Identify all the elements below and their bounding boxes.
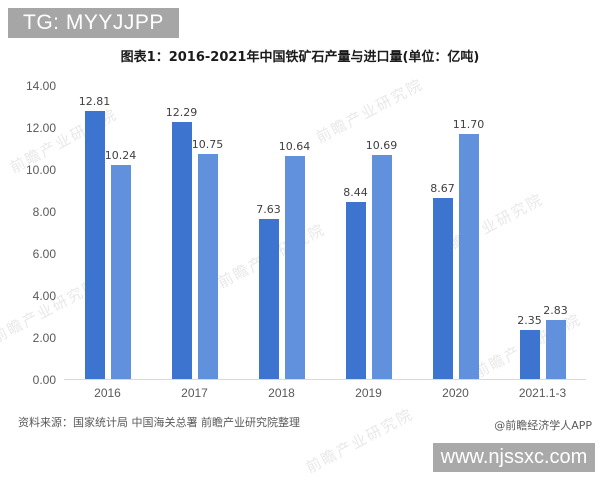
bar-group-2018: 7.63 10.64 2018: [256, 86, 310, 400]
x-tick-label: 2017: [181, 386, 208, 400]
value-label: 12.81: [78, 94, 111, 108]
bar-group-2020: 8.67 11.70 2020: [430, 86, 484, 400]
value-label: 10.75: [191, 138, 224, 152]
bar-production: 2.35: [517, 314, 542, 379]
y-tick-label: 8.00: [32, 205, 56, 219]
chart-title: 图表1：2016-2021年中国铁矿石产量与进口量(单位：亿吨): [120, 50, 480, 65]
bar-import: 10.24: [105, 149, 136, 379]
bar-import: 11.70: [453, 118, 484, 379]
bar-import: 10.69: [366, 139, 397, 379]
channel-badge: TG: MYYJJPP: [8, 8, 179, 38]
y-axis: 14.00 12.00 10.00 8.00 6.00 4.00 2.00 0.00: [18, 79, 56, 387]
value-label: 12.29: [165, 105, 198, 119]
bar-import: 2.83: [543, 304, 568, 379]
bar-chart: 14.00 12.00 10.00 8.00 6.00 4.00 2.00 0.00 12.8…: [18, 76, 588, 408]
value-label: 10.64: [278, 140, 311, 154]
value-label: 2.35: [517, 313, 542, 327]
bar-group-2017: 12.29 10.75 2017: [166, 86, 224, 400]
bar-production: 8.44: [343, 186, 368, 379]
x-tick-label: 2021.1-3: [518, 386, 567, 400]
x-tick-label: 2020: [442, 386, 469, 400]
value-label: 10.69: [365, 139, 398, 153]
bar-production: 8.67: [430, 182, 455, 379]
watermark: 前瞻产业研究院: [302, 405, 417, 477]
y-tick-label: 14.00: [25, 79, 56, 93]
bar-group-2019: 8.44 10.69 2019: [343, 86, 397, 400]
x-tick-label: 2018: [268, 386, 295, 400]
plot-area plot-groups: 12.81 10.24 2016 12.29 10.75 2017 7.63 10.64 201…: [64, 86, 586, 400]
value-label: 2.83: [543, 303, 568, 317]
y-tick-label: 4.00: [32, 289, 56, 303]
website-banner[interactable]: www.njssxc.com: [433, 443, 595, 472]
app-credit: @前瞻经济学人APP: [494, 419, 592, 432]
x-tick-label: 2016: [94, 386, 121, 400]
bar-group-2016: 12.81 10.24 2016: [79, 86, 137, 400]
value-label: 8.44: [343, 186, 368, 200]
y-tick-label: 12.00: [25, 121, 56, 135]
value-label: 11.70: [452, 118, 485, 132]
bar-import: 10.75: [192, 138, 223, 379]
x-tick-label: 2019: [355, 386, 382, 400]
bar-production: 7.63: [256, 203, 281, 379]
bar-group-2021.1-3: 2.35 2.83 2021.1-3: [517, 86, 568, 400]
data-source-note: 资料来源：国家统计局 中国海关总署 前瞻产业研究院整理: [18, 416, 300, 429]
bar-production: 12.81: [79, 95, 110, 379]
y-tick-label: 2.00: [32, 331, 56, 345]
value-label: 8.67: [430, 181, 455, 195]
bar-import: 10.64: [279, 140, 310, 379]
value-label: 10.24: [104, 148, 137, 162]
y-tick-label: 0.00: [32, 373, 56, 387]
value-label: 7.63: [256, 203, 281, 217]
y-tick-label: 6.00: [32, 247, 56, 261]
bar-production: 12.29: [166, 106, 197, 379]
y-tick-label: 10.00: [25, 163, 56, 177]
